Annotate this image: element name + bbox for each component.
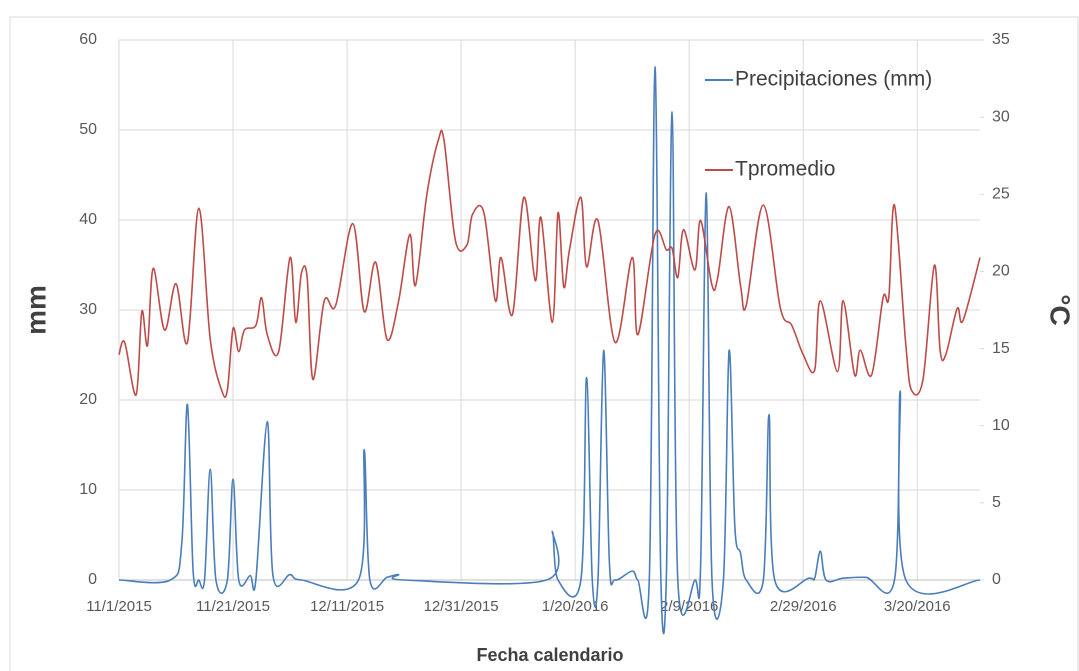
x-tick-label: 2/9/2016	[660, 598, 718, 615]
y2-tick-label: 25	[992, 186, 1010, 203]
y-tick-label: 50	[79, 121, 97, 138]
y2-tick-label: 35	[992, 31, 1010, 48]
x-axis-label: Fecha calendario	[476, 645, 623, 665]
chart-frame	[9, 16, 1079, 671]
x-tick-label: 3/20/2016	[884, 598, 951, 615]
y-axis-label: mm	[20, 285, 51, 335]
y2-tick-label: 10	[992, 417, 1010, 434]
x-tick-label: 12/11/2015	[310, 598, 384, 615]
y2-tick-label: 15	[992, 340, 1010, 357]
y-tick-label: 10	[79, 481, 97, 498]
y2-tick-label: 5	[992, 494, 1001, 511]
legend-label: Tpromedio	[735, 158, 835, 181]
y2-axis-label: °C	[1045, 294, 1076, 325]
y2-tick-label: 20	[992, 263, 1010, 280]
x-tick-label: 11/21/2015	[196, 598, 270, 615]
x-tick-label: 2/29/2016	[770, 598, 837, 615]
y-tick-label: 20	[79, 391, 97, 408]
legend-label: Precipitaciones (mm)	[735, 68, 932, 91]
x-tick-label: 11/1/2015	[86, 598, 152, 615]
y-tick-label: 40	[79, 211, 97, 228]
x-tick-label: 12/31/2015	[424, 598, 499, 615]
y2-tick-label: 0	[992, 571, 1001, 588]
series-line	[118, 66, 981, 635]
y-tick-label: 60	[79, 31, 97, 48]
series-line	[118, 129, 981, 399]
y-tick-label: 0	[88, 571, 97, 588]
x-tick-label: 1/20/2016	[542, 598, 609, 615]
y2-tick-label: 30	[992, 108, 1010, 125]
y-tick-label: 30	[79, 301, 97, 318]
